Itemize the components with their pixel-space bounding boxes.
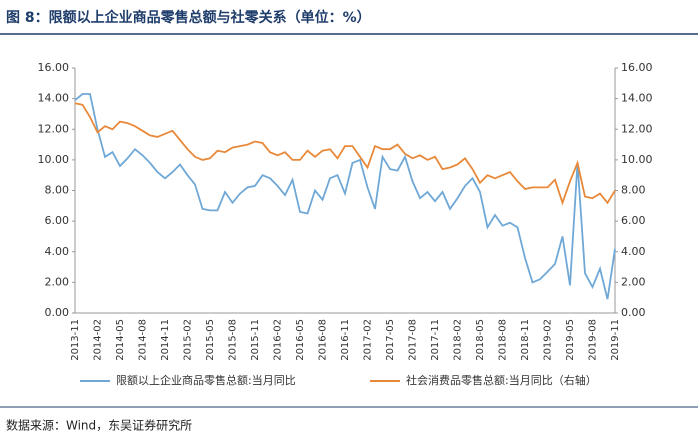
y2-tick-label: 10.00 (621, 153, 653, 166)
y-tick-label: 12.00 (38, 122, 70, 135)
chart-title: 图 8：限额以上企业商品零售总额与社零关系（单位：%） (6, 9, 371, 26)
x-tick-label: 2018-11 (520, 319, 531, 361)
series-line (74, 102, 616, 206)
x-tick-label: 2019-08 (588, 319, 599, 361)
x-tick-label: 2014-11 (160, 319, 171, 361)
y-tick-label: 2.00 (45, 275, 70, 288)
x-tick-label: 2014-02 (93, 319, 104, 361)
x-tick-label: 2018-05 (475, 319, 486, 361)
x-tick-label: 2018-08 (498, 319, 509, 361)
x-tick-label: 2015-08 (228, 319, 239, 361)
x-tick-label: 2015-02 (183, 319, 194, 361)
x-tick-label: 2017-05 (385, 319, 396, 361)
legend-label: 限额以上企业商品零售总额:当月同比 (116, 373, 296, 387)
x-tick-label: 2015-11 (250, 319, 261, 361)
x-tick-label: 2016-02 (273, 319, 284, 361)
x-tick-label: 2016-08 (318, 319, 329, 361)
y2-tick-label: 2.00 (621, 275, 646, 288)
y-tick-label: 16.00 (38, 61, 70, 74)
y-tick-label: 14.00 (38, 92, 70, 105)
x-tick-label: 2019-02 (543, 319, 554, 361)
y2-tick-label: 0.00 (621, 306, 646, 319)
x-tick-label: 2017-02 (363, 319, 374, 361)
x-tick-label: 2015-05 (205, 319, 216, 361)
y2-tick-label: 12.00 (621, 122, 653, 135)
y2-tick-label: 8.00 (621, 184, 646, 197)
y2-tick-label: 14.00 (621, 92, 653, 105)
x-tick-label: 2019-11 (610, 319, 621, 361)
x-tick-label: 2017-11 (430, 319, 441, 361)
x-tick-label: 2014-05 (115, 319, 126, 361)
x-tick-label: 2019-05 (565, 319, 576, 361)
x-tick-label: 2018-02 (453, 319, 464, 361)
source: 数据来源：Wind，东吴证券研究所 (6, 418, 192, 433)
y2-tick-label: 16.00 (621, 61, 653, 74)
x-tick-label: 2014-08 (138, 319, 149, 361)
series-line (74, 93, 616, 300)
y-tick-label: 8.00 (45, 184, 70, 197)
y-tick-label: 6.00 (45, 214, 70, 227)
y2-tick-label: 4.00 (621, 245, 646, 258)
y-tick-label: 4.00 (45, 245, 70, 258)
x-tick-label: 2017-08 (408, 319, 419, 361)
x-tick-label: 2016-05 (295, 319, 306, 361)
y2-tick-label: 6.00 (621, 214, 646, 227)
legend-label: 社会消费品零售总额:当月同比（右轴） (406, 373, 597, 387)
y-tick-label: 10.00 (38, 153, 70, 166)
x-tick-label: 2016-11 (340, 319, 351, 361)
x-tick-label: 2013-11 (70, 319, 81, 361)
y-tick-label: 0.00 (45, 306, 70, 319)
